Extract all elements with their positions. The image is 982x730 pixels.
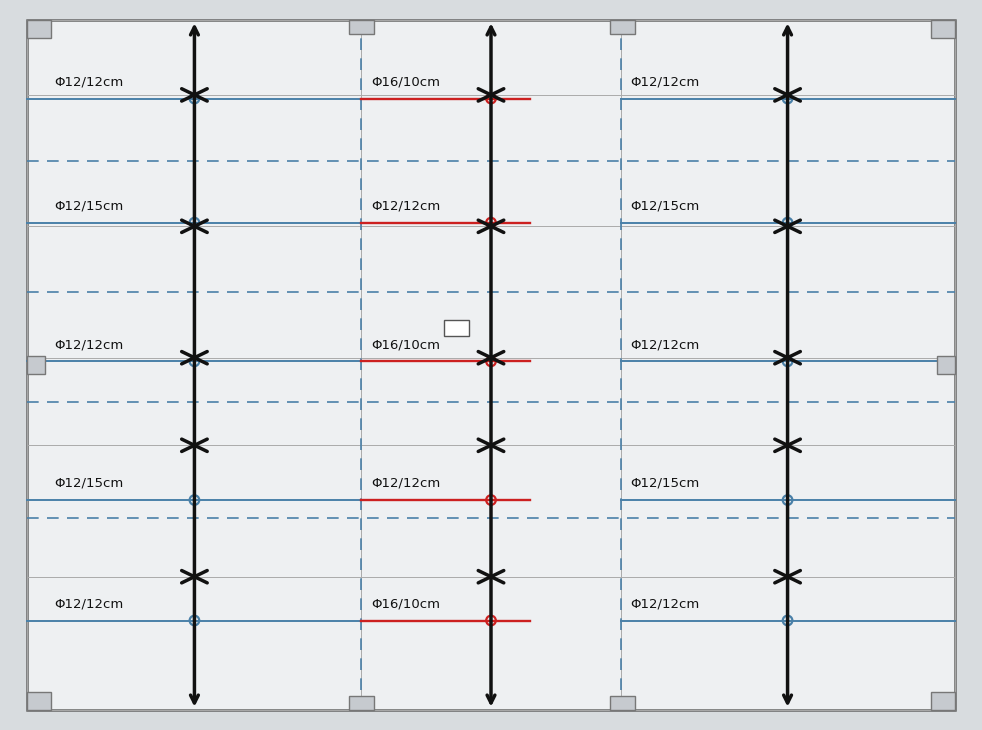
Text: Φ12/12cm: Φ12/12cm: [630, 338, 700, 351]
Text: Φ12/12cm: Φ12/12cm: [371, 477, 441, 490]
Point: [483, 217, 499, 228]
Point: [483, 615, 499, 626]
Bar: [444, 320, 469, 336]
Point: [780, 217, 795, 228]
Text: Φ16/10cm: Φ16/10cm: [371, 75, 440, 88]
Text: Φ12/12cm: Φ12/12cm: [371, 199, 441, 212]
Bar: [27, 692, 51, 710]
Bar: [27, 20, 51, 38]
Point: [483, 356, 499, 367]
Text: Φ16/10cm: Φ16/10cm: [371, 597, 440, 610]
Point: [780, 494, 795, 506]
Text: Φ12/15cm: Φ12/15cm: [54, 199, 124, 212]
Text: Φ12/12cm: Φ12/12cm: [630, 597, 700, 610]
Point: [187, 494, 202, 506]
Bar: [349, 20, 374, 34]
Point: [483, 93, 499, 104]
Point: [187, 356, 202, 367]
Bar: [610, 696, 635, 710]
Point: [187, 217, 202, 228]
Point: [187, 615, 202, 626]
Bar: [937, 356, 955, 374]
Text: Φ12/15cm: Φ12/15cm: [630, 477, 700, 490]
Bar: [931, 20, 955, 38]
Bar: [349, 696, 374, 710]
Point: [780, 356, 795, 367]
Text: Φ12/15cm: Φ12/15cm: [630, 199, 700, 212]
Text: Φ12/12cm: Φ12/12cm: [54, 597, 124, 610]
Text: Φ12/12cm: Φ12/12cm: [630, 75, 700, 88]
Text: Φ12/15cm: Φ12/15cm: [54, 477, 124, 490]
Bar: [27, 356, 45, 374]
Text: Φ12/12cm: Φ12/12cm: [54, 75, 124, 88]
Text: Φ16/10cm: Φ16/10cm: [371, 338, 440, 351]
Point: [187, 93, 202, 104]
Text: Φ12/12cm: Φ12/12cm: [54, 338, 124, 351]
Bar: [931, 692, 955, 710]
Point: [780, 93, 795, 104]
Point: [483, 494, 499, 506]
Bar: [610, 20, 635, 34]
Point: [780, 615, 795, 626]
